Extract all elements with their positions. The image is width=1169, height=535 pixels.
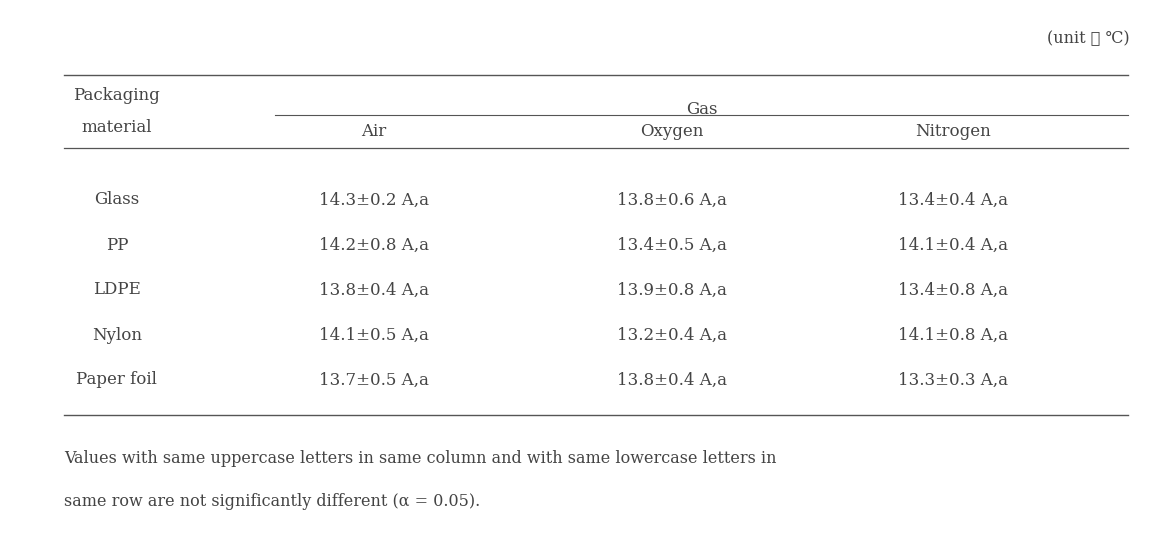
Text: 13.7±0.5 A,a: 13.7±0.5 A,a — [319, 371, 429, 388]
Text: Gas: Gas — [686, 102, 717, 118]
Text: Air: Air — [361, 123, 387, 140]
Text: Values with same uppercase letters in same column and with same lowercase letter: Values with same uppercase letters in sa… — [64, 450, 776, 467]
Text: same row are not significantly different (α = 0.05).: same row are not significantly different… — [64, 493, 480, 510]
Text: 13.4±0.8 A,a: 13.4±0.8 A,a — [898, 281, 1008, 299]
Text: 14.3±0.2 A,a: 14.3±0.2 A,a — [319, 192, 429, 209]
Text: 14.2±0.8 A,a: 14.2±0.8 A,a — [319, 236, 429, 254]
Text: 13.3±0.3 A,a: 13.3±0.3 A,a — [898, 371, 1008, 388]
Text: 14.1±0.8 A,a: 14.1±0.8 A,a — [898, 326, 1008, 343]
Text: 13.4±0.5 A,a: 13.4±0.5 A,a — [617, 236, 727, 254]
Text: LDPE: LDPE — [94, 281, 140, 299]
Text: 13.8±0.4 A,a: 13.8±0.4 A,a — [319, 281, 429, 299]
Text: 13.4±0.4 A,a: 13.4±0.4 A,a — [898, 192, 1008, 209]
Text: 14.1±0.5 A,a: 14.1±0.5 A,a — [319, 326, 429, 343]
Text: Oxygen: Oxygen — [641, 123, 704, 140]
Text: 13.8±0.4 A,a: 13.8±0.4 A,a — [617, 371, 727, 388]
Text: Packaging: Packaging — [74, 87, 160, 103]
Text: 13.2±0.4 A,a: 13.2±0.4 A,a — [617, 326, 727, 343]
Text: Glass: Glass — [95, 192, 139, 209]
Text: Nylon: Nylon — [92, 326, 141, 343]
Text: Nitrogen: Nitrogen — [915, 123, 990, 140]
Text: PP: PP — [105, 236, 129, 254]
Text: material: material — [82, 119, 152, 136]
Text: (unit ： ℃): (unit ： ℃) — [1046, 30, 1129, 47]
Text: 14.1±0.4 A,a: 14.1±0.4 A,a — [898, 236, 1008, 254]
Text: 13.9±0.8 A,a: 13.9±0.8 A,a — [617, 281, 727, 299]
Text: 13.8±0.6 A,a: 13.8±0.6 A,a — [617, 192, 727, 209]
Text: Paper foil: Paper foil — [76, 371, 158, 388]
